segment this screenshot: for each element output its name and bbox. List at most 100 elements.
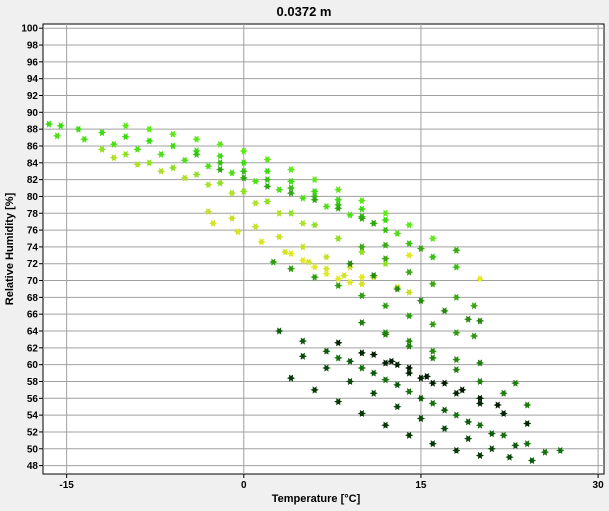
data-point bbox=[109, 140, 119, 148]
data-point bbox=[393, 285, 402, 293]
data-point bbox=[275, 209, 284, 217]
data-point bbox=[334, 234, 343, 243]
data-point bbox=[216, 159, 225, 167]
data-point bbox=[428, 440, 437, 448]
y-tick-label: 88 bbox=[27, 125, 39, 136]
data-point bbox=[428, 399, 437, 407]
data-point bbox=[74, 125, 83, 133]
data-point bbox=[56, 122, 65, 130]
series-17 bbox=[286, 374, 485, 460]
data-point bbox=[334, 398, 343, 406]
data-point bbox=[475, 377, 485, 386]
data-point bbox=[475, 394, 485, 402]
series-6 bbox=[109, 154, 307, 227]
grid bbox=[39, 24, 604, 478]
data-point bbox=[168, 142, 178, 150]
data-point bbox=[452, 329, 461, 337]
data-point bbox=[251, 177, 260, 185]
data-point bbox=[310, 273, 319, 281]
data-point bbox=[369, 389, 378, 397]
plot-area bbox=[42, 23, 605, 475]
data-point bbox=[393, 229, 402, 238]
series-10 bbox=[269, 258, 479, 340]
data-point bbox=[452, 366, 461, 374]
data-point bbox=[263, 167, 272, 175]
x-tick-label: 0 bbox=[241, 480, 247, 491]
series-19 bbox=[369, 350, 502, 409]
data-point bbox=[192, 170, 201, 179]
series-16 bbox=[298, 352, 514, 461]
series-13 bbox=[357, 319, 532, 409]
data-point bbox=[216, 152, 225, 160]
data-point bbox=[475, 275, 485, 283]
data-point bbox=[322, 364, 331, 372]
data-point bbox=[275, 327, 284, 335]
data-point bbox=[53, 132, 62, 140]
data-point bbox=[275, 186, 284, 194]
chart-title: 0.0372 m bbox=[277, 4, 332, 19]
data-point bbox=[357, 364, 367, 372]
series-3 bbox=[192, 150, 461, 271]
data-point bbox=[357, 197, 367, 205]
data-point bbox=[416, 297, 426, 305]
data-point bbox=[428, 347, 437, 355]
data-point bbox=[523, 401, 532, 409]
data-point bbox=[357, 409, 367, 418]
data-point bbox=[80, 135, 89, 143]
data-point bbox=[121, 150, 130, 158]
data-point bbox=[369, 219, 378, 227]
series-2 bbox=[121, 122, 461, 254]
y-tick-label: 62 bbox=[27, 343, 39, 354]
data-point bbox=[416, 394, 426, 402]
data-point bbox=[251, 199, 260, 207]
data-point bbox=[227, 214, 237, 222]
data-point bbox=[208, 219, 218, 227]
data-point bbox=[340, 271, 349, 280]
data-point bbox=[286, 374, 296, 382]
y-tick-label: 58 bbox=[27, 377, 39, 388]
data-point bbox=[216, 179, 225, 187]
data-point bbox=[487, 445, 496, 453]
data-point bbox=[452, 263, 461, 271]
data-point bbox=[428, 253, 437, 261]
data-point bbox=[145, 137, 154, 145]
data-point bbox=[275, 233, 284, 241]
series-11 bbox=[345, 260, 485, 364]
data-point bbox=[393, 381, 402, 389]
y-tick-label: 74 bbox=[27, 242, 39, 253]
y-tick-label: 52 bbox=[27, 427, 39, 438]
data-point bbox=[387, 357, 396, 365]
data-point bbox=[334, 275, 343, 283]
series-14 bbox=[334, 354, 565, 456]
data-point bbox=[381, 226, 390, 234]
data-point bbox=[298, 256, 307, 264]
data-point bbox=[156, 167, 166, 175]
y-tick-label: 80 bbox=[27, 192, 39, 203]
data-point bbox=[369, 369, 378, 377]
data-point bbox=[216, 140, 225, 148]
data-point bbox=[345, 377, 355, 386]
series-8 bbox=[208, 219, 367, 288]
data-point bbox=[239, 174, 248, 182]
data-point bbox=[304, 258, 313, 266]
data-point bbox=[168, 130, 178, 138]
data-point bbox=[499, 389, 508, 397]
series-5 bbox=[97, 145, 390, 268]
data-point bbox=[452, 356, 461, 364]
data-point bbox=[204, 181, 213, 189]
y-tick-label: 72 bbox=[27, 259, 39, 270]
data-point bbox=[97, 128, 107, 137]
data-point bbox=[345, 211, 355, 219]
data-point bbox=[556, 446, 565, 455]
data-point bbox=[464, 435, 473, 443]
data-point bbox=[416, 244, 426, 253]
data-point bbox=[381, 376, 390, 384]
data-point bbox=[97, 145, 107, 153]
data-point bbox=[404, 364, 414, 372]
data-point bbox=[286, 209, 296, 217]
data-point bbox=[428, 280, 437, 288]
data-point bbox=[286, 250, 296, 258]
data-point bbox=[381, 421, 390, 429]
data-point bbox=[298, 219, 307, 227]
x-tick-label: -15 bbox=[59, 480, 74, 491]
